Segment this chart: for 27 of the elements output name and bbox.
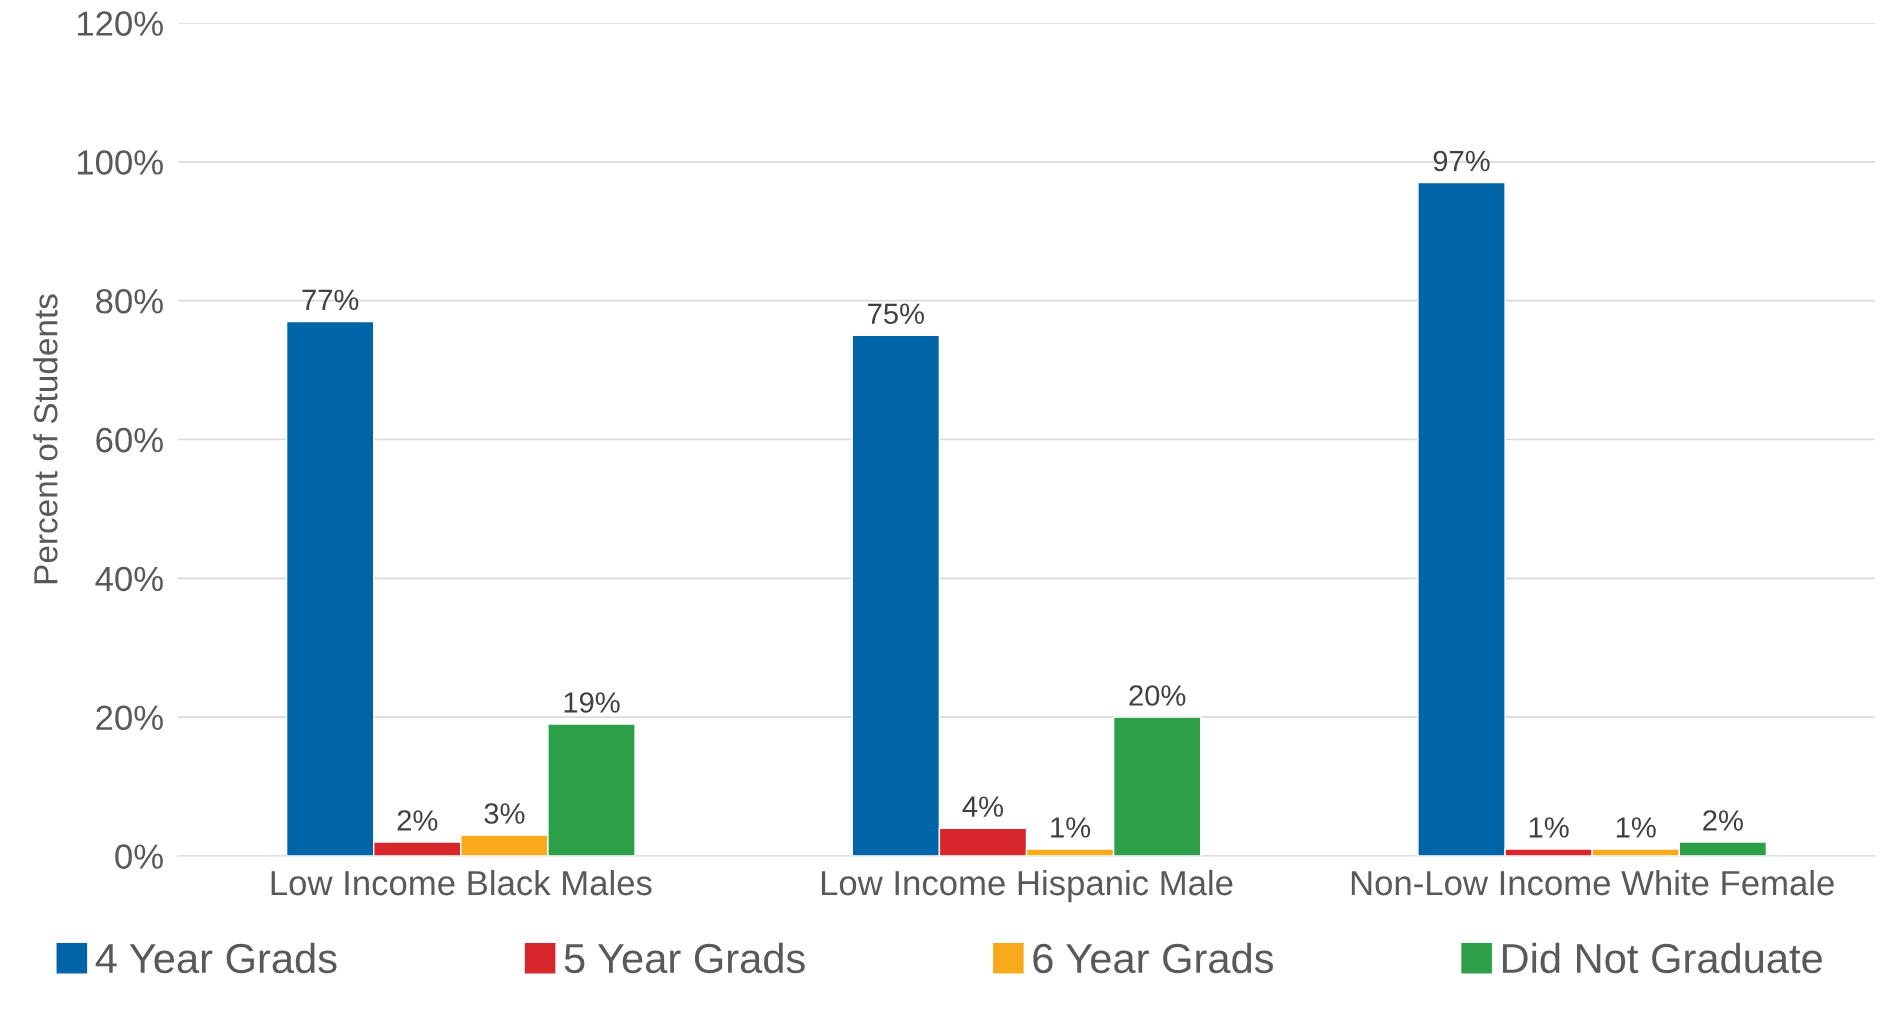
y-tick-label: 120%	[77, 11, 163, 36]
data-label: 1%	[1051, 817, 1091, 838]
legend-label: 4 Year Grads	[95, 942, 337, 974]
legend-label: Did Not Graduate	[1502, 942, 1822, 974]
data-label: 20%	[1129, 685, 1186, 706]
legend-label: 6 Year Grads	[1033, 942, 1274, 974]
y-tick-label: 80%	[96, 289, 163, 314]
y-axis-title: Percent of Students	[33, 294, 58, 584]
legend-label: 5 Year Grads	[564, 942, 805, 974]
y-tick-label: 100%	[77, 150, 163, 175]
data-label: 77%	[302, 289, 359, 311]
y-tick-label: 40%	[95, 566, 163, 592]
x-tick-label: Low Income Black Males	[271, 869, 652, 896]
data-label: 2%	[397, 810, 438, 831]
x-tick-label: Low Income Hispanic Male	[821, 869, 1233, 903]
y-tick-label: 60%	[96, 427, 163, 453]
data-label: 3%	[484, 803, 525, 824]
data-label: 97%	[1433, 150, 1490, 172]
data-label: 1%	[1529, 817, 1569, 838]
data-label: 19%	[564, 692, 620, 713]
data-label: 4%	[962, 796, 1003, 817]
data-label: 2%	[1703, 810, 1743, 831]
y-tick-label: 20%	[96, 705, 163, 731]
y-tick-label: 0%	[115, 844, 163, 869]
data-label: 75%	[868, 303, 924, 325]
data-label: 1%	[1616, 817, 1656, 838]
x-tick-label: Non-Low Income White Female	[1351, 869, 1834, 896]
